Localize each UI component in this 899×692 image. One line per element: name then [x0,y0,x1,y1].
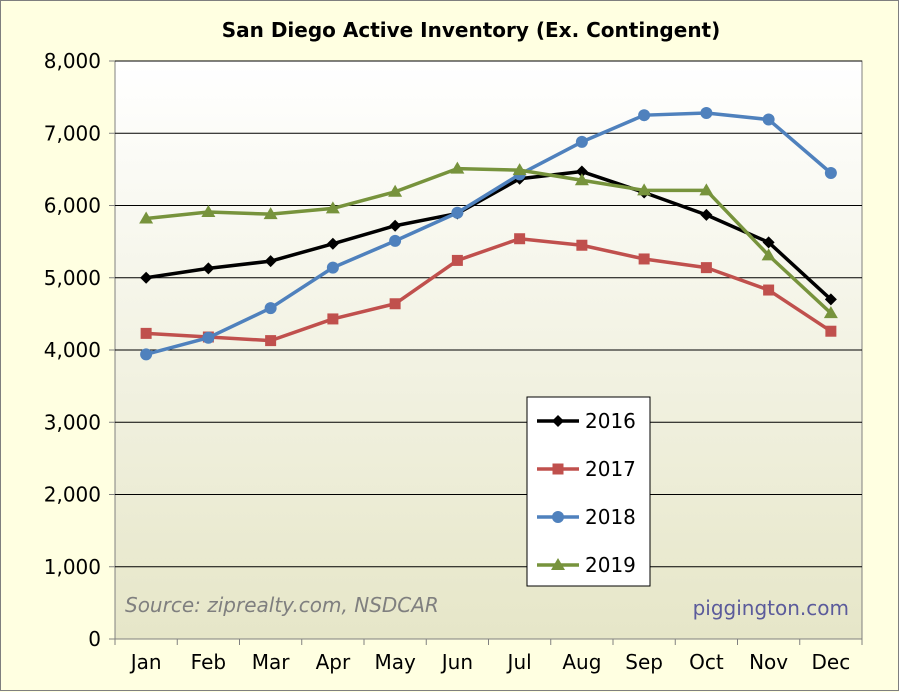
data-point-circle [575,135,588,148]
data-point-diamond [264,255,277,268]
data-point-triangle [637,183,652,196]
data-point-square [763,284,775,296]
legend-box [526,396,651,587]
data-point-square [552,463,564,475]
y-tick-label: 4,000 [44,338,101,362]
data-point-circle [552,511,564,523]
data-point-square [451,254,463,266]
data-point-square [700,262,712,274]
data-point-square [638,253,650,265]
data-point-triangle [574,173,589,186]
legend-item-2018: 2018 [537,505,636,529]
y-tick-label: 1,000 [44,555,101,579]
data-point-triangle [699,183,714,196]
x-tick-label: Dec [812,650,851,674]
source-annotation: Source: ziprealty.com, NSDCAR [125,593,439,617]
data-point-triangle [325,201,340,214]
data-point-circle [202,331,215,344]
data-point-square [576,239,588,251]
data-point-diamond [140,271,153,284]
data-point-square [327,313,339,325]
y-tick-label: 2,000 [44,483,101,507]
legend-item-2019: 2019 [537,553,636,577]
x-tick-label: Aug [562,650,601,674]
legend-label: 2017 [585,457,636,481]
x-tick-label: Oct [689,650,724,674]
data-point-triangle [823,306,838,319]
x-tick-label: Apr [316,650,351,674]
data-point-square [265,335,277,347]
data-point-triangle [450,161,465,174]
data-point-diamond [762,236,775,249]
series-2019 [139,161,838,319]
data-point-square [825,325,837,337]
data-point-triangle [551,558,565,570]
series-line [145,166,833,315]
data-point-square [389,298,401,310]
data-point-circle [451,206,464,219]
credit-annotation: piggington.com [693,596,849,620]
legend-label: 2018 [585,505,636,529]
data-point-diamond [389,219,402,232]
data-point-circle [326,261,339,274]
data-point-circle [140,348,153,361]
y-tick-label: 3,000 [44,410,101,434]
data-point-diamond [700,208,713,221]
y-tick-label: 7,000 [44,121,101,145]
series-line [145,111,833,357]
data-point-triangle [388,184,403,197]
data-point-circle [824,166,837,179]
legend-label: 2016 [585,409,636,433]
y-tick-label: 0 [88,627,101,651]
series-line [145,169,833,301]
axes: 0 1,000 2,000 3,000 4,000 5,000 6,000 7,000 8,00… [44,49,863,674]
data-point-triangle [201,205,216,218]
data-point-diamond [326,237,339,250]
data-point-triangle [139,211,154,224]
x-tick-label: Nov [749,650,788,674]
legend: 2016 2017 2018 2019 [526,396,651,587]
data-point-triangle [761,248,776,261]
data-point-circle [264,302,277,315]
series-layer [139,107,838,361]
y-tick-label: 8,000 [44,49,101,73]
data-point-circle [762,113,775,126]
x-tick-label: Jan [129,650,162,674]
gridlines [115,60,862,568]
data-point-square [140,327,152,339]
chart-title: San Diego Active Inventory (Ex. Continge… [222,18,721,42]
legend-item-2016: 2016 [537,409,636,433]
data-point-circle [638,109,651,122]
data-point-diamond [824,293,837,306]
x-tick-label: Mar [252,650,291,674]
series-2018 [140,107,837,361]
y-tick-label: 6,000 [44,194,101,218]
x-tick-label: May [374,650,416,674]
data-point-diamond [575,165,588,178]
y-tick-label: 5,000 [44,266,101,290]
x-tick-label: Feb [191,650,226,674]
x-tick-label: Jul [506,650,532,674]
data-point-triangle [263,207,278,220]
data-point-square [514,233,526,245]
data-point-diamond [552,415,564,427]
x-tick-label: Jun [440,650,473,674]
legend-label: 2019 [585,553,636,577]
legend-item-2017: 2017 [537,457,636,481]
data-point-triangle [512,163,527,176]
data-point-circle [389,234,402,247]
data-point-diamond [202,262,215,275]
x-tick-label: Sep [625,650,663,674]
series-2016 [140,165,837,306]
series-line [146,236,832,343]
data-point-circle [700,107,713,120]
